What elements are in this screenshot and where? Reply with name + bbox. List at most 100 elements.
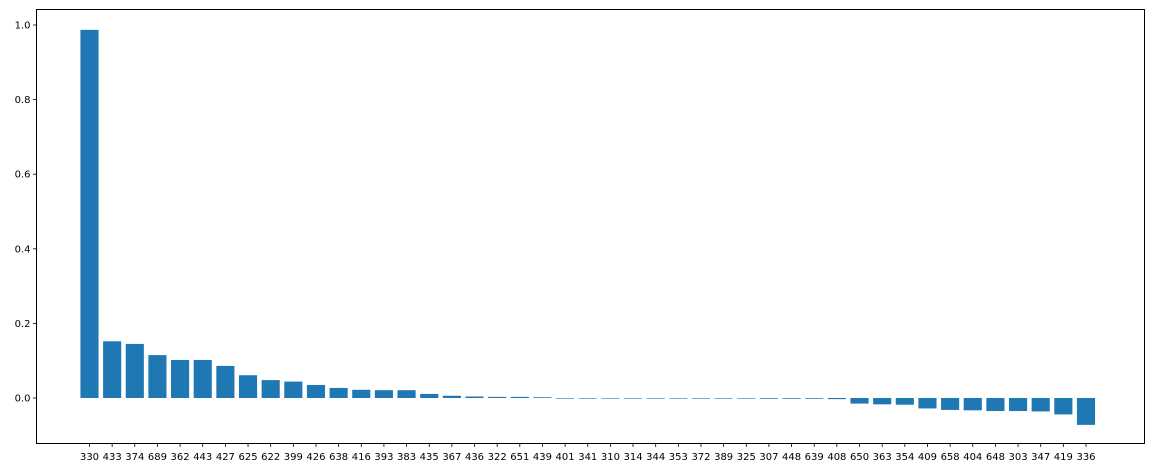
bar	[986, 398, 1005, 412]
y-tick-label: 1.0	[15, 21, 31, 32]
x-tick-label: 362	[171, 452, 190, 463]
x-tick-label: 658	[941, 452, 960, 463]
bar	[193, 359, 212, 398]
bar	[80, 29, 99, 398]
bar	[1054, 398, 1073, 415]
x-tick-label: 344	[646, 452, 665, 463]
bar	[238, 375, 258, 398]
bar	[352, 389, 371, 398]
x-tick-label: 651	[510, 452, 529, 463]
bar	[125, 343, 144, 398]
bar	[737, 398, 756, 399]
bar	[488, 396, 507, 398]
x-tick-label: 330	[80, 452, 99, 463]
bar	[941, 398, 960, 410]
x-tick-label: 374	[125, 452, 144, 463]
bar	[623, 398, 643, 399]
x-tick-label: 353	[669, 452, 688, 463]
bar	[374, 390, 393, 398]
x-tick-label: 433	[103, 452, 122, 463]
bar	[895, 398, 914, 405]
bar	[533, 397, 552, 398]
x-tick-label: 648	[986, 452, 1005, 463]
bar	[850, 398, 869, 404]
bars-group	[80, 29, 1096, 425]
x-tick-label: 439	[533, 452, 552, 463]
x-tick-label: 354	[895, 452, 914, 463]
x-tick-label: 689	[148, 452, 167, 463]
bar	[646, 398, 665, 399]
x-tick-label: 363	[873, 452, 892, 463]
bar	[397, 390, 416, 398]
bar	[442, 395, 461, 398]
bar	[669, 398, 688, 399]
x-tick-label: 389	[714, 452, 733, 463]
bar	[759, 398, 778, 399]
x-tick-label: 419	[1054, 452, 1073, 463]
y-tick-label: 0.8	[15, 95, 31, 106]
x-tick-label: 325	[737, 452, 756, 463]
x-tick-label: 336	[1076, 452, 1095, 463]
bar	[510, 396, 529, 398]
x-tick-label: 650	[850, 452, 869, 463]
bar	[963, 398, 982, 411]
x-tick-label: 401	[556, 452, 575, 463]
x-tick-label: 347	[1031, 452, 1050, 463]
bar	[691, 398, 711, 399]
x-tick-label: 426	[306, 452, 325, 463]
x-tick-label: 427	[216, 452, 235, 463]
plot-frame	[36, 9, 1145, 444]
bar	[465, 396, 484, 398]
bar	[601, 398, 620, 399]
bar	[216, 365, 235, 398]
x-tick-label: 372	[691, 452, 710, 463]
x-tick-label: 341	[578, 452, 597, 463]
x-tick-label: 314	[623, 452, 642, 463]
x-tick-label: 303	[1009, 452, 1028, 463]
bar	[1076, 398, 1096, 425]
bar	[103, 341, 122, 398]
y-tick-label: 0.0	[15, 394, 31, 405]
bar	[148, 355, 167, 398]
x-tick-label: 622	[261, 452, 280, 463]
x-tick-label: 625	[238, 452, 257, 463]
bar	[171, 359, 190, 398]
bar	[306, 384, 326, 398]
bar	[782, 398, 801, 399]
bar	[873, 398, 892, 405]
x-tick-label: 639	[805, 452, 824, 463]
x-tick-label: 383	[397, 452, 416, 463]
x-tick-label: 399	[284, 452, 303, 463]
x-tick-label: 367	[442, 452, 461, 463]
x-tick-label: 322	[488, 452, 507, 463]
x-tick-label: 443	[193, 452, 212, 463]
x-tick-label: 436	[465, 452, 484, 463]
x-tick-label: 416	[352, 452, 371, 463]
x-tick-label: 408	[827, 452, 846, 463]
bar	[556, 398, 575, 399]
bar	[1031, 398, 1050, 412]
x-axis: 330 433 374 689 362 443 427 625 622 399 426 638 416 3…	[80, 443, 1096, 463]
y-tick-label: 0.4	[15, 244, 31, 255]
x-tick-label: 435	[420, 452, 439, 463]
x-tick-label: 393	[374, 452, 393, 463]
x-tick-label: 307	[759, 452, 778, 463]
x-tick-label: 310	[601, 452, 620, 463]
x-tick-label: 638	[329, 452, 348, 463]
y-tick-label: 0.6	[15, 170, 31, 181]
bar	[805, 398, 824, 399]
bar	[284, 381, 303, 398]
x-tick-label: 409	[918, 452, 937, 463]
bar	[918, 398, 937, 409]
bar	[1009, 398, 1028, 412]
bar	[420, 393, 439, 398]
x-tick-label: 448	[782, 452, 801, 463]
x-tick-label: 404	[963, 452, 982, 463]
bar	[329, 387, 348, 398]
y-axis: 0.0 0.2 0.4 0.6 0.8 1.0	[15, 21, 37, 405]
bar	[827, 398, 846, 400]
bar	[261, 380, 280, 398]
y-tick-label: 0.2	[15, 319, 31, 330]
bar	[714, 398, 733, 399]
